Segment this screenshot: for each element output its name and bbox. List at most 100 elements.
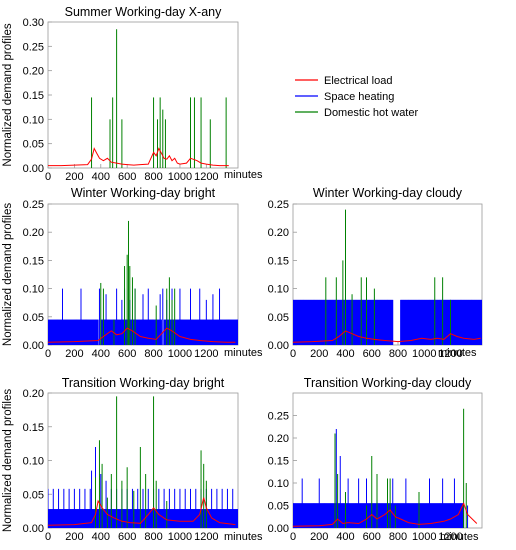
series-electrical-load [48,327,236,343]
y-tick-label: 0.25 [268,411,289,423]
panel-winter-working-day-cloudy: Winter Working-day cloudy 0.00 0.05 0.10 0.1… [268,186,483,360]
y-tick-label: 0.00 [268,340,289,352]
x-tick-label: 1000 [412,348,436,360]
series-space-heating [293,299,482,345]
x-tick-label: 800 [389,348,407,360]
panel-winter-working-day-bright: Winter Working-day bright 0.00 0.05 0.10 0.1… [2,186,263,360]
y-axis-label: Normalized demand profiles [2,389,14,532]
y-tick-label: 0.05 [268,312,289,324]
x-axis-unit: minutes [224,347,263,359]
panel-title: Summer Working-day X-any [65,5,223,19]
y-tick-label: 0.15 [268,456,289,468]
x-axis-unit: minutes [224,531,263,543]
x-tick-label: 1200 [438,348,462,360]
y-tick-label: 0.00 [23,523,44,535]
panel-summer-working-day: Summer Working-day X-any 0.00 0.05 0.10 0.15… [2,5,263,183]
x-tick-label: 400 [92,171,110,183]
legend-label: Domestic hot water [324,107,418,119]
x-tick-label: 600 [118,531,136,543]
x-tick-label: 0 [290,531,296,543]
y-axis-label: Normalized demand profiles [2,203,14,346]
y-tick-label: 0.00 [268,523,289,535]
plot-area [293,408,478,528]
panel-title: Winter Working-day cloudy [313,186,463,200]
y-tick-label: 0.10 [23,456,44,468]
series-domestic-hot-water [91,29,227,168]
x-tick-label: 200 [65,171,83,183]
y-tick-label: 0.00 [23,163,44,175]
y-tick-label: 0.20 [23,66,44,78]
y-tick-label: 0.15 [23,422,44,434]
line-path [48,147,229,167]
x-tick-label: 800 [144,348,162,360]
series-electrical-load [48,147,229,167]
x-axis-unit: minutes [224,169,263,181]
x-tick-label: 600 [118,348,136,360]
x-tick-label: 600 [118,171,136,183]
x-tick-label: 1000 [412,531,436,543]
x-tick-label: 800 [389,531,407,543]
line-path [293,330,481,343]
panel-title: Winter Working-day bright [71,186,216,200]
line-path [48,497,236,526]
plot-area [293,209,482,345]
y-tick-label: 0.20 [23,227,44,239]
line-path [48,327,236,343]
y-tick-label: 0.15 [23,90,44,102]
x-tick-label: 800 [144,531,162,543]
panel-title: Transition Working-day bright [62,376,225,390]
y-axis-label: Normalized demand profiles [2,23,14,166]
x-tick-label: 400 [92,531,110,543]
y-tick-label: 0.10 [23,284,44,296]
y-tick-label: 0.10 [268,284,289,296]
x-tick-label: 1000 [168,531,192,543]
panel-title: Transition Working-day cloudy [304,376,472,390]
y-tick-label: 0.05 [23,489,44,501]
legend-label: Electrical load [324,75,392,87]
y-tick-label: 0.10 [268,478,289,490]
plot-area [48,29,229,168]
x-tick-label: 0 [45,171,51,183]
x-tick-label: 0 [290,348,296,360]
x-tick-label: 800 [144,171,162,183]
series-space-heating [293,429,469,528]
y-tick-label: 0.00 [23,340,44,352]
y-tick-label: 0.20 [23,388,44,400]
x-tick-label: 600 [363,531,381,543]
y-tick-label: 0.25 [23,41,44,53]
series-space-heating [48,447,238,528]
y-tick-label: 0.10 [23,114,44,126]
y-tick-label: 0.25 [268,199,289,211]
plot-frame [47,21,239,169]
x-tick-label: 200 [310,348,328,360]
x-tick-label: 0 [45,531,51,543]
x-axis-unit: minutes [438,347,477,359]
x-tick-label: 1000 [168,171,192,183]
y-tick-label: 0.20 [268,433,289,445]
x-tick-label: 1200 [194,348,218,360]
panel-transition-working-day-bright: Transition Working-day bright 0.00 0.05 0.1… [2,376,263,543]
y-tick-label: 0.05 [23,312,44,324]
plot-area [48,220,238,345]
series-domestic-hot-water [325,209,451,345]
y-tick-label: 0.05 [268,501,289,513]
x-tick-label: 1200 [438,531,462,543]
x-tick-label: 200 [65,348,83,360]
series-electrical-load [293,330,481,343]
plot-area [48,396,238,528]
line-path [293,501,478,527]
y-tick-label: 0.25 [23,199,44,211]
x-tick-label: 200 [310,531,328,543]
series-electrical-load [293,501,478,527]
x-tick-label: 600 [363,348,381,360]
y-tick-label: 0.30 [23,17,44,29]
x-tick-label: 0 [45,348,51,360]
series-domestic-hot-water [95,396,207,528]
x-tick-label: 200 [65,531,83,543]
panel-transition-working-day-cloudy: Transition Working-day cloudy 0.00 0.05 0.1… [268,376,483,543]
x-tick-label: 400 [336,348,354,360]
y-tick-label: 0.05 [23,139,44,151]
y-tick-label: 0.20 [268,227,289,239]
y-tick-label: 0.15 [23,255,44,267]
x-tick-label: 1000 [168,348,192,360]
